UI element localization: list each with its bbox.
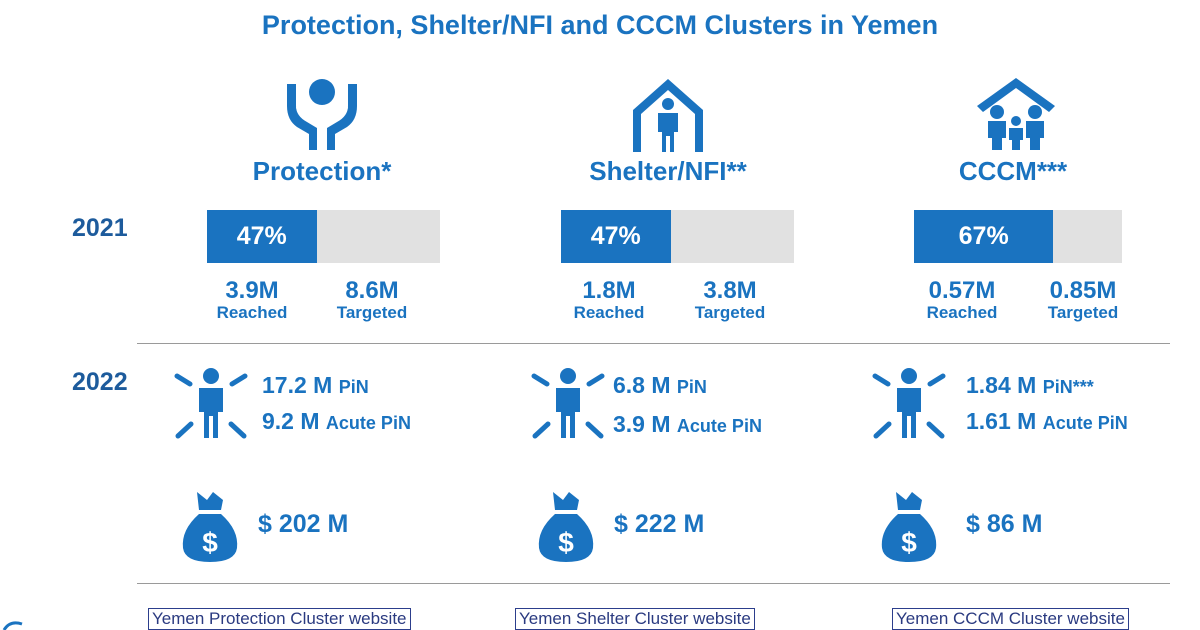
people-in-need-icon — [531, 366, 605, 440]
acute-pin-line: 9.2 M Acute PiN — [262, 408, 411, 435]
progress-bar-protection: 47% — [207, 210, 440, 263]
pin-unit: PiN — [338, 377, 369, 397]
cluster-name-protection: Protection* — [252, 156, 392, 186]
targeted-label: Targeted — [694, 303, 766, 322]
partial-logo-icon — [0, 620, 30, 630]
funding-amount: $ 222 M — [614, 510, 705, 538]
reached-label: Reached — [573, 303, 645, 322]
funding-amount: $ 86 M — [966, 510, 1043, 538]
people-in-need-icon — [872, 366, 946, 440]
page-title: Protection, Shelter/NFI and CCCM Cluster… — [261, 10, 939, 40]
svg-text:$: $ — [558, 527, 574, 558]
progress-bar-shelter: 47% — [561, 210, 794, 263]
targeted-label: Targeted — [336, 303, 408, 322]
reached-label: Reached — [216, 303, 288, 322]
year-label-2022: 2022 — [72, 368, 128, 396]
section-divider — [137, 583, 1170, 584]
acute-pin-value: 1.61 M — [966, 408, 1037, 434]
targeted-value: 3.8M — [703, 277, 757, 304]
reached-stat: 0.57M Reached — [912, 278, 1012, 322]
money-bag-icon: $ — [181, 490, 239, 564]
reached-stat: 3.9M Reached — [202, 278, 302, 322]
progress-fill: 47% — [207, 210, 317, 263]
reached-value: 3.9M — [225, 277, 279, 304]
svg-text:$: $ — [901, 527, 917, 558]
progress-fill: 47% — [561, 210, 671, 263]
cccm-family-shelter-icon — [975, 72, 1057, 152]
targeted-label: Targeted — [1047, 303, 1119, 322]
targeted-stat: 8.6M Targeted — [322, 278, 422, 322]
link-shelter-cluster-website[interactable]: Yemen Shelter Cluster website — [515, 608, 755, 630]
protection-hands-icon — [281, 72, 363, 152]
pin-value: 1.84 M — [966, 372, 1037, 398]
reached-stat: 1.8M Reached — [559, 278, 659, 322]
acute-pin-unit: Acute PiN — [676, 416, 762, 436]
money-bag-icon: $ — [880, 490, 938, 564]
link-cccm-cluster-website[interactable]: Yemen CCCM Cluster website — [892, 608, 1129, 630]
cluster-name-cccm: CCCM*** — [958, 156, 1068, 186]
reached-value: 1.8M — [582, 277, 636, 304]
funding-amount: $ 202 M — [258, 510, 349, 538]
money-bag-icon: $ — [537, 490, 595, 564]
section-divider — [137, 343, 1170, 344]
pin-value: 6.8 M — [613, 372, 671, 398]
acute-pin-line: 1.61 M Acute PiN — [966, 408, 1128, 435]
targeted-value: 0.85M — [1049, 277, 1117, 304]
acute-pin-line: 3.9 M Acute PiN — [613, 411, 762, 438]
year-label-2021: 2021 — [72, 214, 128, 242]
pin-unit: PiN — [676, 377, 707, 397]
progress-fill: 67% — [914, 210, 1054, 263]
acute-pin-unit: Acute PiN — [325, 413, 411, 433]
targeted-stat: 0.85M Targeted — [1033, 278, 1133, 322]
pin-line: 6.8 M PiN — [613, 372, 707, 399]
pin-line: 17.2 M PiN — [262, 372, 369, 399]
reached-value: 0.57M — [928, 277, 996, 304]
reached-label: Reached — [926, 303, 998, 322]
svg-text:$: $ — [202, 527, 218, 558]
targeted-stat: 3.8M Targeted — [680, 278, 780, 322]
acute-pin-value: 3.9 M — [613, 411, 671, 437]
acute-pin-unit: Acute PiN — [1042, 413, 1128, 433]
progress-bar-cccm: 67% — [914, 210, 1122, 263]
acute-pin-value: 9.2 M — [262, 408, 320, 434]
cluster-name-shelter: Shelter/NFI** — [589, 156, 747, 186]
shelter-person-icon — [627, 74, 709, 154]
pin-unit: PiN*** — [1042, 377, 1094, 397]
pin-value: 17.2 M — [262, 372, 333, 398]
people-in-need-icon — [174, 366, 248, 440]
link-protection-cluster-website[interactable]: Yemen Protection Cluster website — [148, 608, 411, 630]
targeted-value: 8.6M — [345, 277, 399, 304]
pin-line: 1.84 M PiN*** — [966, 372, 1094, 399]
